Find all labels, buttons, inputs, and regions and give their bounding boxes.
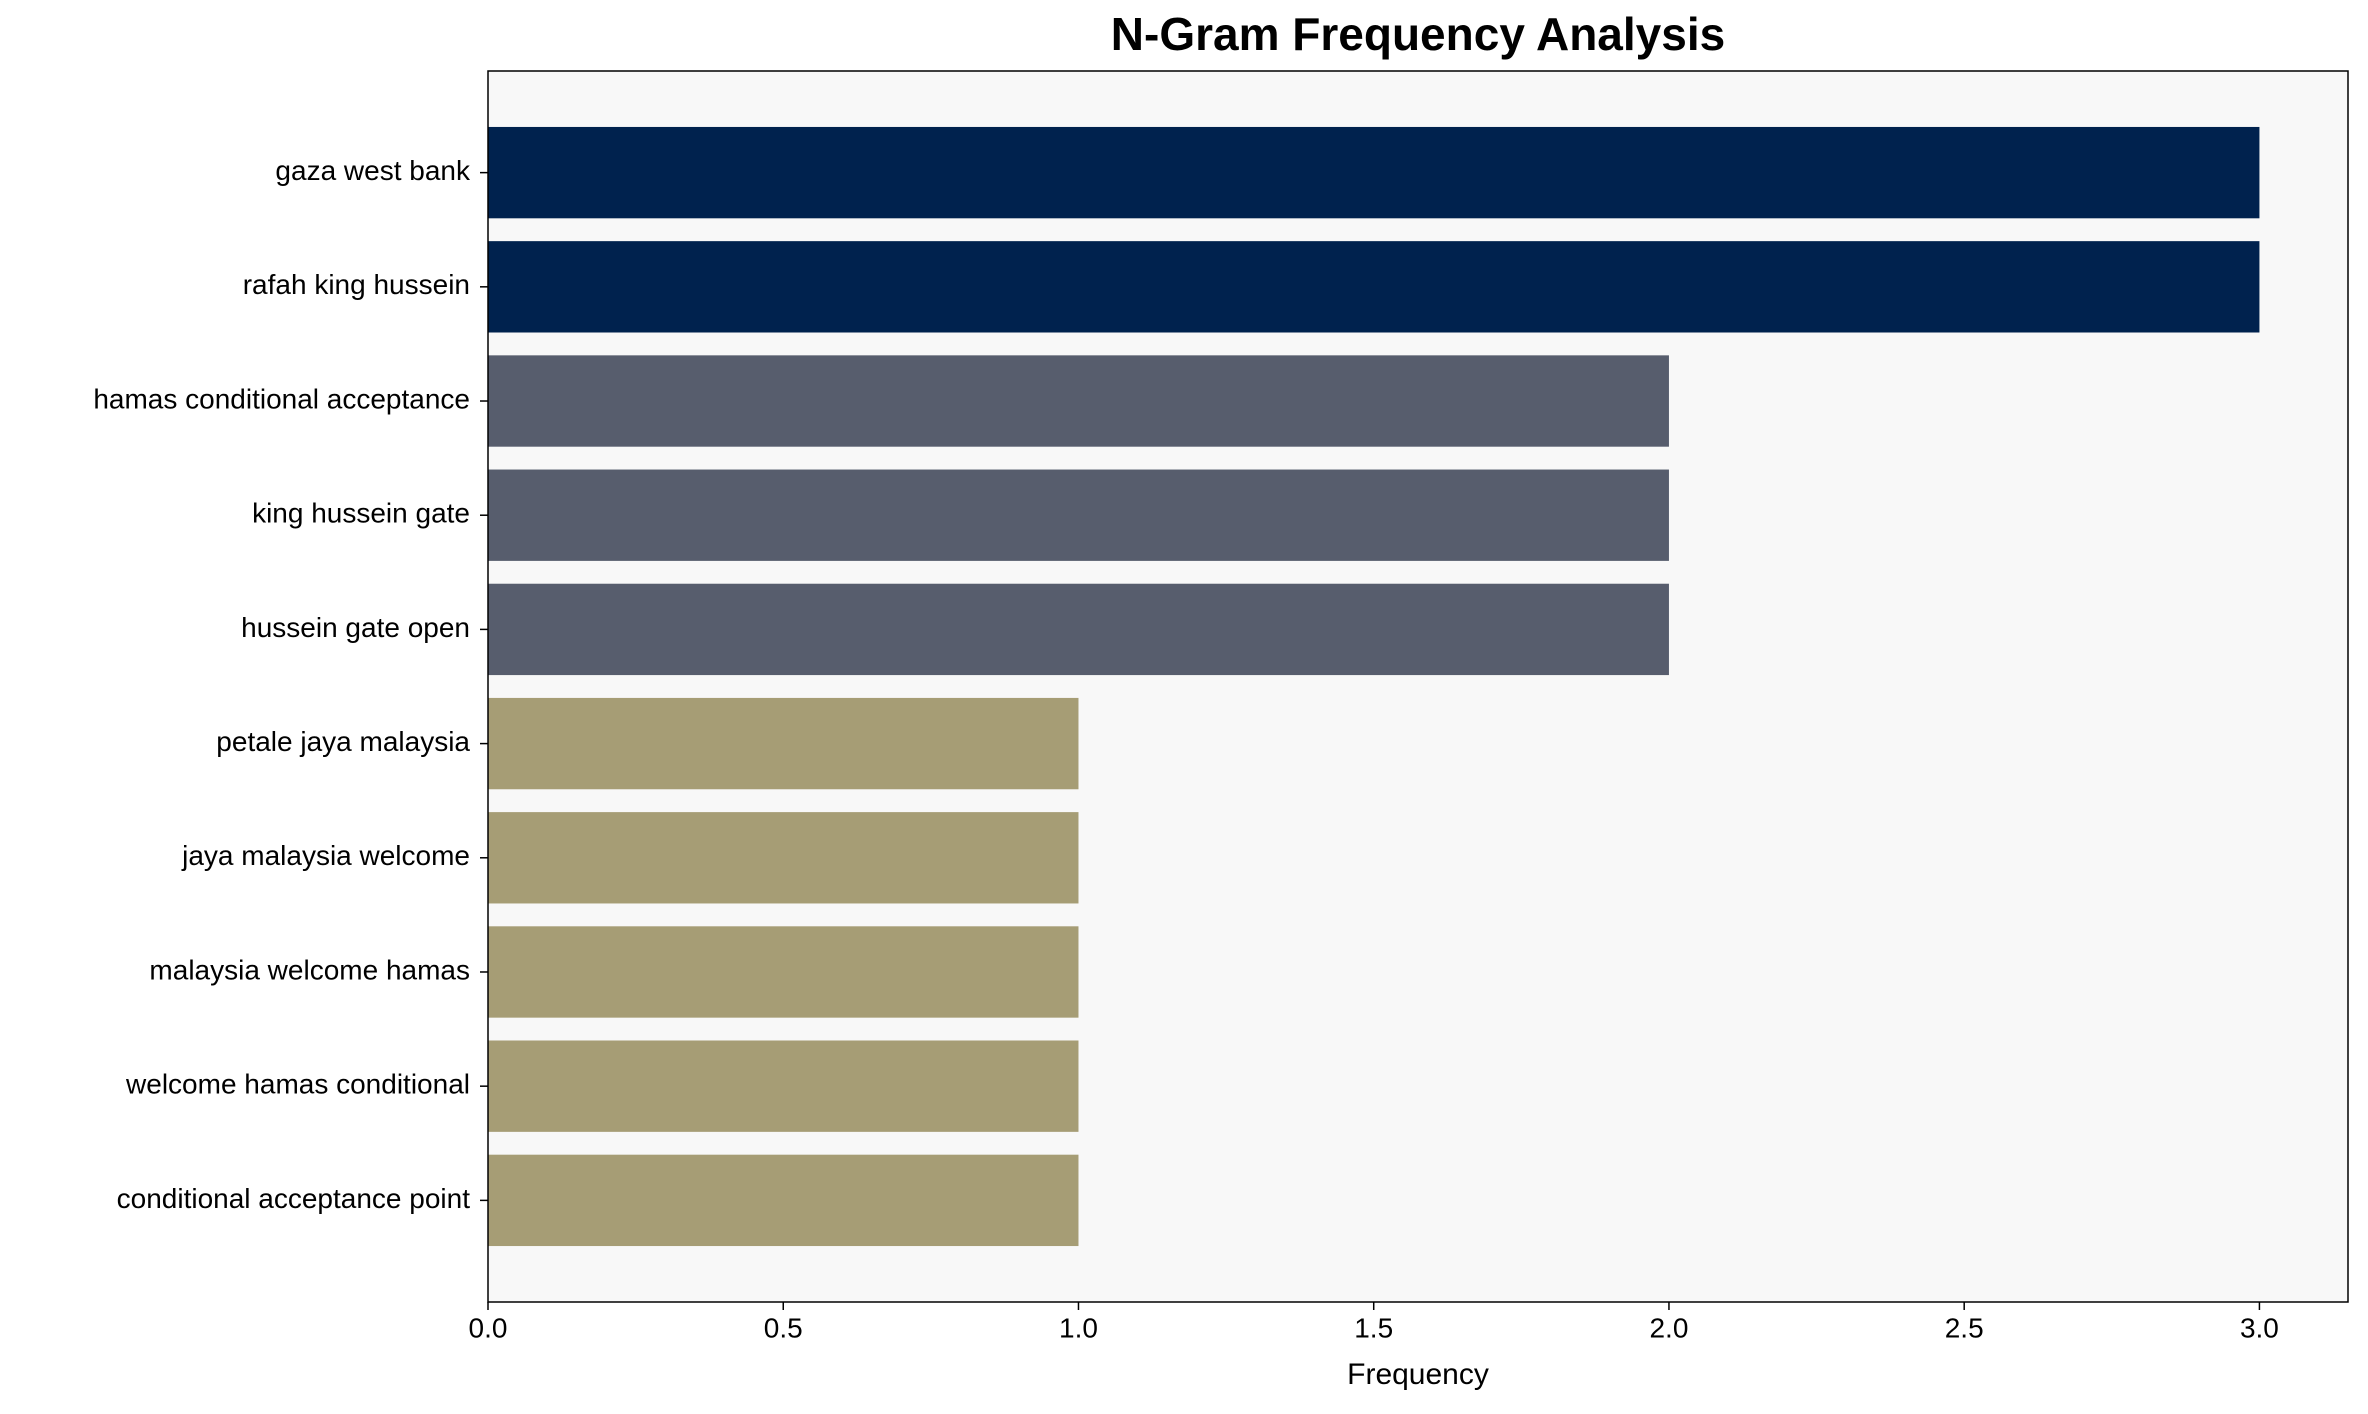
bar xyxy=(488,241,2260,333)
y-tick-label: welcome hamas conditional xyxy=(125,1069,470,1100)
y-tick-label: petale jaya malaysia xyxy=(216,726,470,757)
bar xyxy=(488,355,1669,447)
bar xyxy=(488,126,2260,219)
y-tick-label: hamas conditional acceptance xyxy=(93,383,470,414)
x-tick-label: 1.5 xyxy=(1354,1312,1393,1343)
bar xyxy=(488,469,1669,561)
y-tick-label: conditional acceptance point xyxy=(117,1183,471,1214)
y-tick-label: hussein gate open xyxy=(241,612,470,643)
y-tick-label: jaya malaysia welcome xyxy=(181,840,470,871)
x-tick-label: 1.0 xyxy=(1059,1312,1098,1343)
x-axis-label: Frequency xyxy=(1347,1358,1489,1391)
chart-title: N-Gram Frequency Analysis xyxy=(1111,8,1725,60)
y-tick-label: rafah king hussein xyxy=(243,269,470,300)
x-tick-label: 2.5 xyxy=(1945,1312,1984,1343)
bar xyxy=(488,1040,1079,1132)
y-tick-label: malaysia welcome hamas xyxy=(149,954,470,985)
y-tick-label: king hussein gate xyxy=(252,498,470,529)
bar xyxy=(488,697,1079,790)
x-tick-label: 0.0 xyxy=(469,1312,508,1343)
bar xyxy=(488,1154,1079,1247)
bar xyxy=(488,812,1079,904)
x-tick-label: 0.5 xyxy=(764,1312,803,1343)
x-tick-label: 3.0 xyxy=(2240,1312,2279,1343)
plot-frame xyxy=(487,70,2349,1303)
y-tick-label: gaza west bank xyxy=(275,155,471,186)
x-tick-label: 2.0 xyxy=(1649,1312,1688,1343)
bar xyxy=(488,926,1079,1018)
bar xyxy=(488,583,1669,676)
